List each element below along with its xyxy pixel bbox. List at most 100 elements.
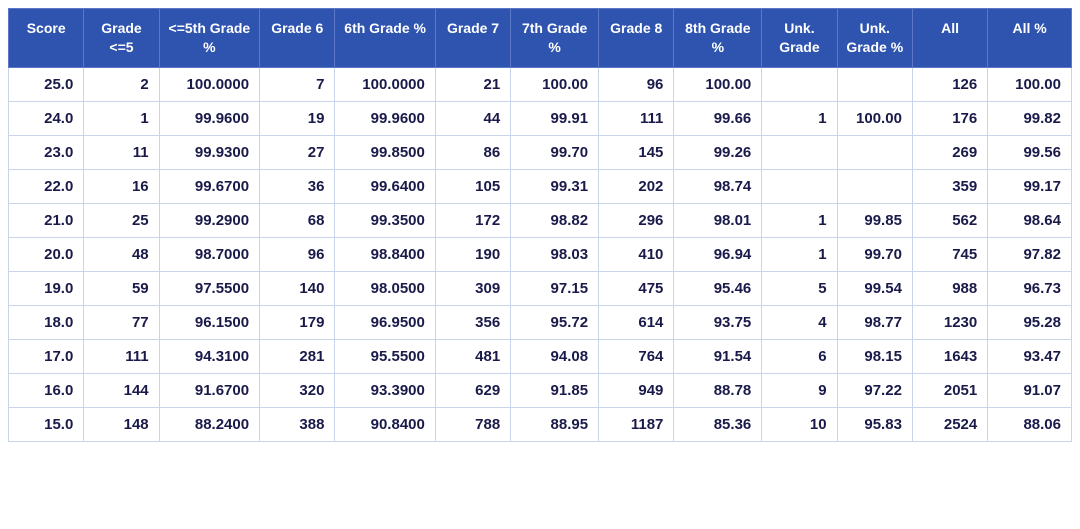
cell-g7: 629 [435, 373, 510, 407]
cell-g5: 144 [84, 373, 159, 407]
cell-g6pct: 98.8400 [335, 237, 435, 271]
header-all: All [912, 9, 987, 68]
cell-allpct: 93.47 [988, 339, 1072, 373]
cell-g6: 281 [260, 339, 335, 373]
cell-score: 16.0 [9, 373, 84, 407]
cell-g7pct: 99.31 [511, 169, 599, 203]
cell-all: 988 [912, 271, 987, 305]
cell-g6: 19 [260, 101, 335, 135]
cell-g5: 77 [84, 305, 159, 339]
cell-allpct: 98.64 [988, 203, 1072, 237]
table-row: 24.0199.96001999.96004499.9111199.661100… [9, 101, 1072, 135]
cell-all: 359 [912, 169, 987, 203]
cell-g8: 614 [599, 305, 674, 339]
cell-unk [762, 169, 837, 203]
header-score: Score [9, 9, 84, 68]
cell-g5: 1 [84, 101, 159, 135]
cell-g7pct: 97.15 [511, 271, 599, 305]
cell-allpct: 96.73 [988, 271, 1072, 305]
cell-g7pct: 88.95 [511, 407, 599, 441]
cell-g5pct: 88.2400 [159, 407, 259, 441]
cell-unkpct [837, 169, 912, 203]
cell-unkpct: 95.83 [837, 407, 912, 441]
cell-g6: 68 [260, 203, 335, 237]
header-unkpct: Unk. Grade % [837, 9, 912, 68]
cell-unkpct: 99.70 [837, 237, 912, 271]
cell-unk: 1 [762, 237, 837, 271]
cell-all: 745 [912, 237, 987, 271]
cell-g6pct: 99.6400 [335, 169, 435, 203]
cell-g8pct: 98.74 [674, 169, 762, 203]
cell-g5pct: 99.9300 [159, 135, 259, 169]
cell-score: 17.0 [9, 339, 84, 373]
cell-g6pct: 93.3900 [335, 373, 435, 407]
cell-allpct: 95.28 [988, 305, 1072, 339]
cell-score: 23.0 [9, 135, 84, 169]
table-row: 22.01699.67003699.640010599.3120298.7435… [9, 169, 1072, 203]
cell-unk: 1 [762, 101, 837, 135]
cell-unkpct: 98.77 [837, 305, 912, 339]
cell-g5pct: 100.0000 [159, 67, 259, 101]
cell-g7: 788 [435, 407, 510, 441]
cell-g8pct: 99.26 [674, 135, 762, 169]
cell-g8: 296 [599, 203, 674, 237]
cell-all: 269 [912, 135, 987, 169]
cell-unkpct: 99.54 [837, 271, 912, 305]
cell-g6: 179 [260, 305, 335, 339]
cell-g7: 481 [435, 339, 510, 373]
cell-g8pct: 95.46 [674, 271, 762, 305]
table-row: 19.05997.550014098.050030997.1547595.465… [9, 271, 1072, 305]
cell-g7: 172 [435, 203, 510, 237]
cell-g7pct: 99.91 [511, 101, 599, 135]
cell-g8: 410 [599, 237, 674, 271]
cell-g8pct: 88.78 [674, 373, 762, 407]
cell-score: 15.0 [9, 407, 84, 441]
header-g5: Grade <=5 [84, 9, 159, 68]
cell-g5pct: 98.7000 [159, 237, 259, 271]
header-g8pct: 8th Grade % [674, 9, 762, 68]
cell-g7: 105 [435, 169, 510, 203]
cell-g6: 27 [260, 135, 335, 169]
cell-score: 24.0 [9, 101, 84, 135]
cell-g8: 111 [599, 101, 674, 135]
cell-unk: 5 [762, 271, 837, 305]
table-row: 16.014491.670032093.390062991.8594988.78… [9, 373, 1072, 407]
cell-g8: 96 [599, 67, 674, 101]
cell-g8pct: 85.36 [674, 407, 762, 441]
cell-unk [762, 67, 837, 101]
cell-unk: 4 [762, 305, 837, 339]
cell-g7pct: 94.08 [511, 339, 599, 373]
cell-g5pct: 99.6700 [159, 169, 259, 203]
score-grade-table: ScoreGrade <=5<=5th Grade %Grade 66th Gr… [8, 8, 1072, 442]
cell-g5: 16 [84, 169, 159, 203]
cell-g7pct: 98.82 [511, 203, 599, 237]
cell-score: 20.0 [9, 237, 84, 271]
cell-g6: 7 [260, 67, 335, 101]
cell-g8: 145 [599, 135, 674, 169]
cell-g5: 25 [84, 203, 159, 237]
cell-g6pct: 99.9600 [335, 101, 435, 135]
table-row: 21.02599.29006899.350017298.8229698.0119… [9, 203, 1072, 237]
cell-g8pct: 99.66 [674, 101, 762, 135]
cell-g6: 140 [260, 271, 335, 305]
cell-all: 176 [912, 101, 987, 135]
cell-all: 2051 [912, 373, 987, 407]
header-g6: Grade 6 [260, 9, 335, 68]
cell-g5: 111 [84, 339, 159, 373]
header-g7pct: 7th Grade % [511, 9, 599, 68]
cell-g6pct: 100.0000 [335, 67, 435, 101]
table-body: 25.02100.00007100.000021100.0096100.0012… [9, 67, 1072, 441]
cell-score: 21.0 [9, 203, 84, 237]
cell-g6: 36 [260, 169, 335, 203]
cell-g6pct: 98.0500 [335, 271, 435, 305]
cell-g6: 96 [260, 237, 335, 271]
cell-unkpct [837, 67, 912, 101]
cell-all: 2524 [912, 407, 987, 441]
cell-score: 25.0 [9, 67, 84, 101]
cell-score: 22.0 [9, 169, 84, 203]
cell-g7pct: 98.03 [511, 237, 599, 271]
cell-unk: 9 [762, 373, 837, 407]
cell-score: 19.0 [9, 271, 84, 305]
cell-g8pct: 91.54 [674, 339, 762, 373]
cell-g8pct: 98.01 [674, 203, 762, 237]
